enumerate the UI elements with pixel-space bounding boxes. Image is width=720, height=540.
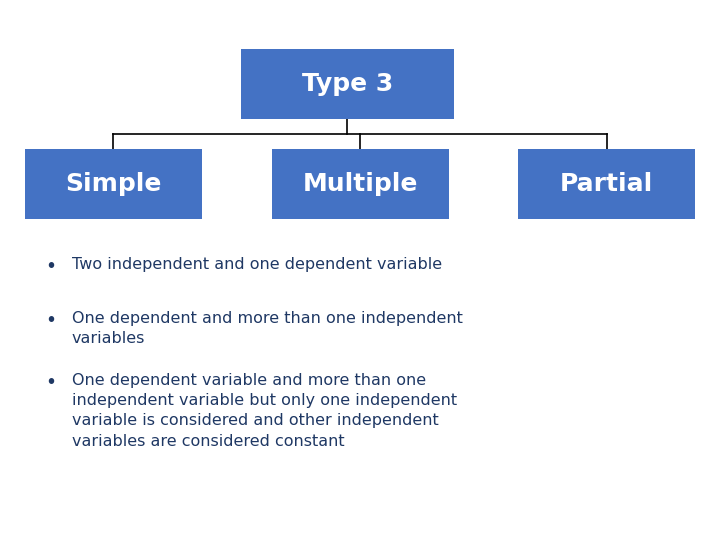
FancyBboxPatch shape	[518, 148, 695, 219]
Text: One dependent and more than one independent
variables: One dependent and more than one independ…	[72, 310, 463, 346]
Text: One dependent variable and more than one
independent variable but only one indep: One dependent variable and more than one…	[72, 373, 457, 449]
Text: Partial: Partial	[560, 172, 653, 195]
Text: Type 3: Type 3	[302, 72, 393, 96]
FancyBboxPatch shape	[272, 148, 449, 219]
Text: Two independent and one dependent variable: Two independent and one dependent variab…	[72, 256, 442, 272]
Text: •: •	[45, 310, 56, 329]
Text: •: •	[45, 373, 56, 392]
Text: Simple: Simple	[66, 172, 161, 195]
FancyBboxPatch shape	[241, 49, 454, 119]
Text: Multiple: Multiple	[302, 172, 418, 195]
Text: •: •	[45, 256, 56, 275]
FancyBboxPatch shape	[25, 148, 202, 219]
